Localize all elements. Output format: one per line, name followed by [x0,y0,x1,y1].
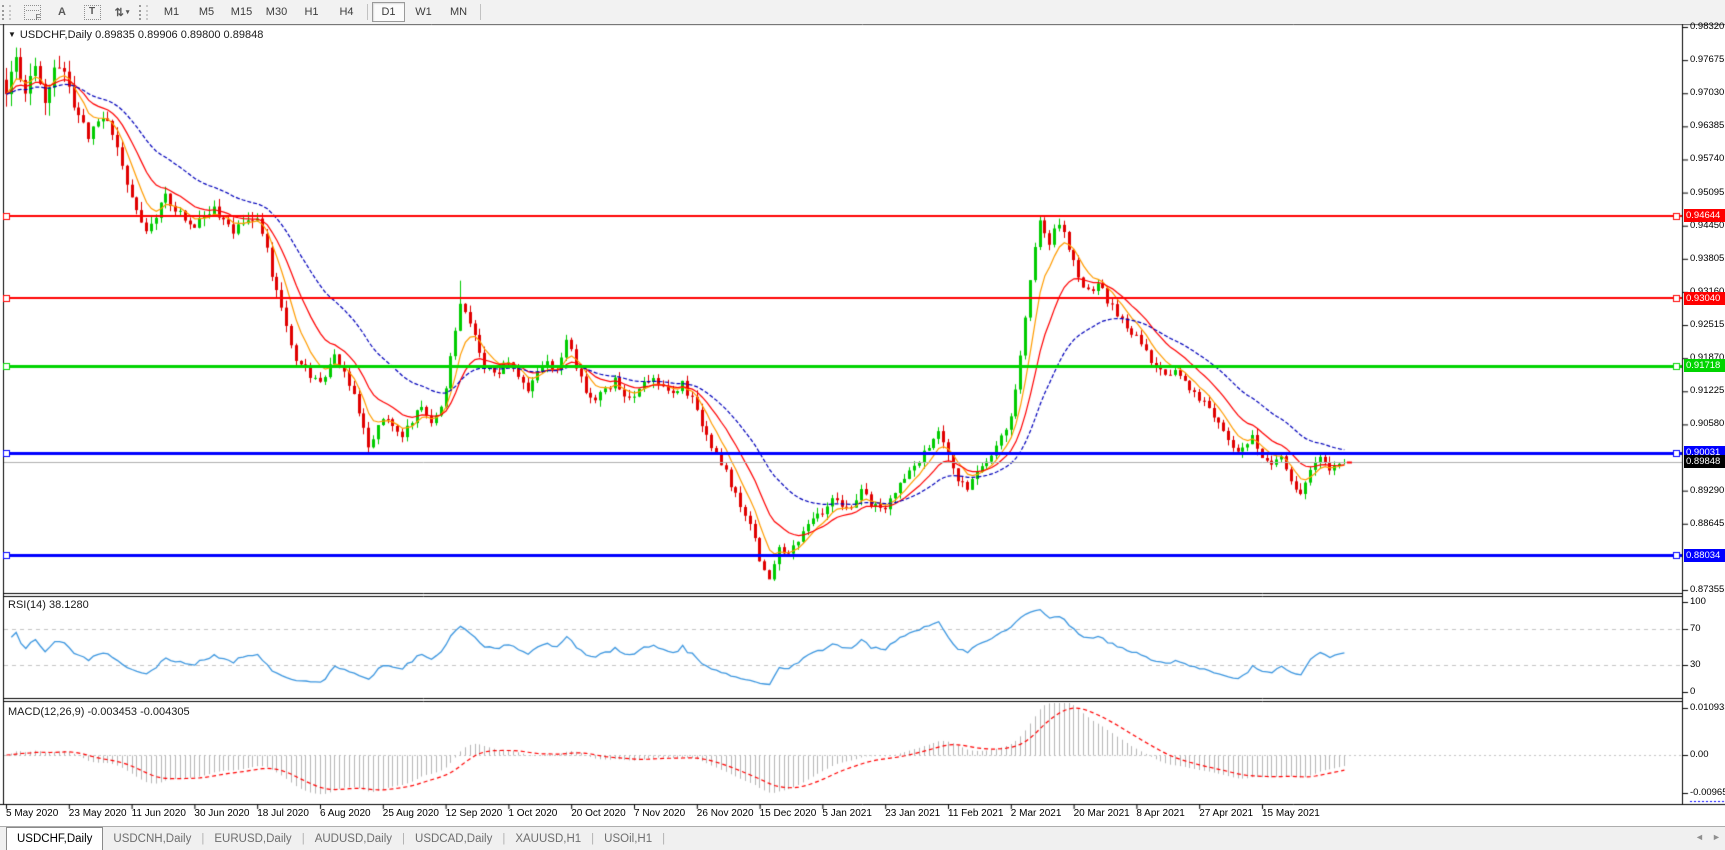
date-axis-label: 12 Sep 2020 [445,808,503,819]
text-label-icon[interactable]: A [58,6,66,18]
date-axis-label: 20 Mar 2021 [1073,808,1130,819]
price-axis-tick: 0.91225 [1690,385,1725,397]
tab-separator: | [591,833,595,845]
tab-usoil[interactable]: USOil,H1 [604,833,653,845]
price-axis-tick: 0.90580 [1690,418,1725,430]
timeframe-button-h4[interactable]: H4 [339,6,354,18]
date-axis-label: 5 Jan 2021 [822,808,872,819]
macd-axis-tick: 0.00 [1690,749,1709,760]
macd-axis-tick: 0.010933 [1690,701,1725,713]
date-axis-label: 23 May 2020 [68,808,127,819]
timeframe-group: M1 M5 M15 M30 H1 H4 D1 W1 MN [154,2,476,22]
tab-separator: | [662,833,666,845]
price-axis-tick: 0.95095 [1690,186,1725,198]
date-axis-label: 15 May 2021 [1262,808,1320,819]
rsi-axis-tick: 30 [1690,659,1701,670]
price-axis-tick: 0.92515 [1690,319,1725,331]
dropdown-caret-icon[interactable]: ▾ [125,9,130,16]
price-axis-tick: 0.96385 [1690,120,1725,132]
price-axis-tick: 0.97030 [1690,87,1725,99]
date-axis-label: 30 Jun 2020 [194,808,250,819]
toolbar-grip[interactable] [139,4,148,20]
current-price-label: 0.89848 [1684,455,1725,469]
price-axis-tick: 0.94450 [1690,219,1725,231]
price-axis-tick: 0.89290 [1690,484,1725,496]
tab-xauusd[interactable]: XAUUSD,H1 [515,833,582,845]
date-axis-label: 20 Oct 2020 [571,808,626,819]
timeframe-button-m1[interactable]: M1 [163,6,180,18]
date-axis-label: 23 Jan 2021 [885,808,941,819]
timeframe-button-m5[interactable]: M5 [198,6,215,18]
date-axis-label: 1 Oct 2020 [508,808,558,819]
price-axis-tick: 0.98320 [1690,21,1725,32]
date-axis-label: 5 May 2020 [6,808,59,819]
toolbar-separator [367,4,368,20]
text-box-icon[interactable]: T [77,3,107,21]
tab-separator: | [402,833,406,845]
tab-usdcnh[interactable]: USDCNH,Daily [113,833,192,845]
arrows-tool-icon[interactable]: ⇅ ▾ [114,6,130,19]
level-price-label: 0.94644 [1684,209,1725,223]
rsi-axis-tick: 70 [1690,623,1701,634]
tab-separator: | [201,833,205,845]
tab-separator: | [301,833,305,845]
price-axis-tick: 0.93160 [1690,286,1724,298]
tab-eurusd[interactable]: EURUSD,Daily [214,833,292,845]
tab-scroll-left-icon[interactable]: ◄ [1695,832,1704,842]
date-axis-label: 8 Apr 2021 [1136,808,1185,819]
chart-tab-bar: USDCHF,Daily USDCNH,Daily | EURUSD,Daily | AU… [0,826,1725,850]
level-price-label: 0.88034 [1684,548,1725,562]
rsi-axis-tick: 100 [1690,596,1706,607]
timeframe-button-h1[interactable]: H1 [304,6,319,18]
tab-usdchf[interactable]: USDCHF,Daily [6,826,104,850]
timeframe-button-d1[interactable]: D1 [372,2,405,22]
rsi-axis-tick: 0 [1690,686,1696,697]
date-axis-label: 7 Nov 2020 [634,808,686,819]
price-axis-tick: 0.87355 [1690,584,1725,595]
tab-audusd[interactable]: AUDUSD,Daily [314,833,393,845]
tab-usdcad[interactable]: USDCAD,Daily [415,833,493,845]
date-axis-label: 26 Nov 2020 [696,808,754,819]
rsi-label: RSI(14) 38.1280 [8,599,89,611]
tab-scroll-right-icon[interactable]: ► [1712,832,1721,842]
timeframe-button-mn[interactable]: MN [449,6,468,18]
date-axis-label: 18 Jul 2020 [257,808,309,819]
fibo-grid-icon[interactable]: F [17,3,47,22]
price-axis-tick: 0.97675 [1690,54,1725,66]
date-axis-label: 11 Feb 2021 [948,808,1004,819]
timeframe-button-m15[interactable]: M15 [230,6,253,18]
price-axis-tick: 0.93805 [1690,252,1725,264]
price-axis-tick: 0.95740 [1690,153,1725,165]
level-price-label: 0.91718 [1684,359,1725,373]
chart-title: ▼ USDCHF,Daily 0.89835 0.89906 0.89800 0.… [8,29,264,41]
tab-separator: | [502,833,506,845]
timeframe-button-m30[interactable]: M30 [265,6,288,18]
price-axis-tick: 0.88645 [1690,517,1725,529]
date-axis-label: 11 Jun 2020 [131,808,186,819]
date-axis-label: 15 Dec 2020 [759,808,817,819]
timeframe-button-w1[interactable]: W1 [415,6,432,18]
main-toolbar: F A T ⇅ ▾ M1 M5 M15 M30 H1 H4 D1 W1 MN [0,0,1725,24]
level-price-label: 0.93040 [1684,291,1725,305]
toolbar-separator [480,4,481,20]
collapse-triangle-icon[interactable]: ▼ [8,30,16,39]
price-axis-tick: 0.91870 [1690,352,1725,364]
date-axis-label: 6 Aug 2020 [320,808,371,819]
date-axis-label: 27 Apr 2021 [1199,808,1254,819]
date-axis-label: 25 Aug 2020 [382,808,439,819]
macd-label: MACD(12,26,9) -0.003453 -0.004305 [8,706,190,718]
date-axis-label: 2 Mar 2021 [1010,808,1062,819]
toolbar-grip[interactable] [2,4,11,20]
